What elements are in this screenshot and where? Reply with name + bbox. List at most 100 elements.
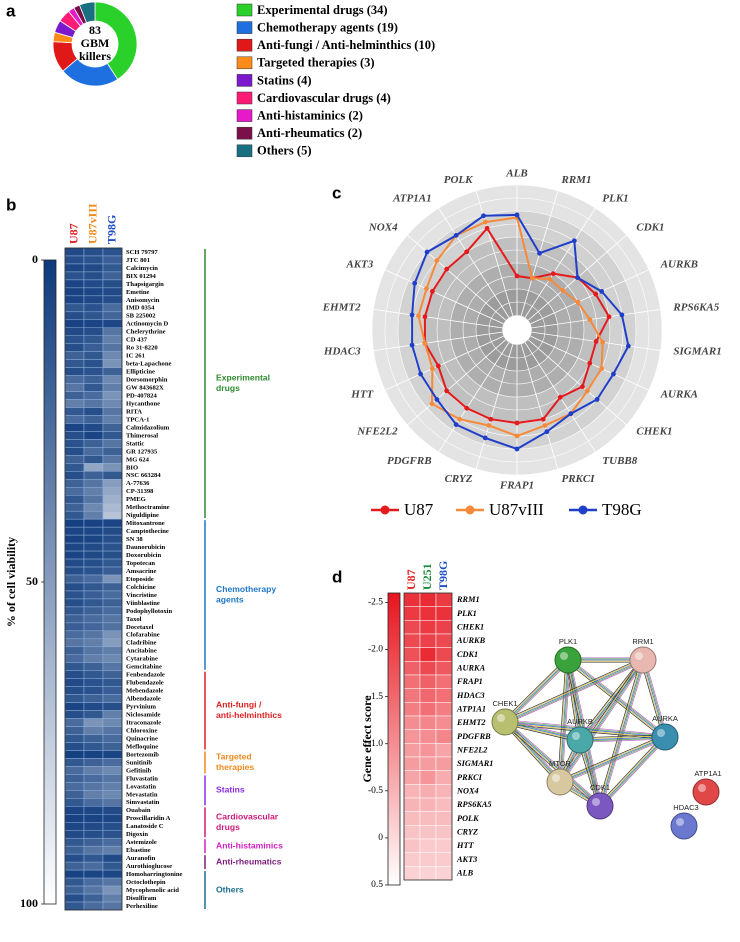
axis-label: EHMT2	[322, 301, 361, 313]
heatmap-cell	[102, 798, 123, 807]
series-marker	[575, 275, 580, 281]
row-label: Proscillaridin A	[126, 815, 171, 822]
legend-swatch	[236, 3, 253, 17]
heatmap-cell	[83, 814, 104, 823]
heatmap-cell	[83, 375, 104, 384]
network-edge	[503, 723, 559, 784]
row-label: Aurothioglucose	[126, 863, 172, 870]
heatmap-cell	[83, 566, 104, 576]
series-marker	[435, 363, 441, 369]
group-label: Statins	[216, 785, 245, 795]
node-label: CDK1	[590, 783, 610, 792]
row-label: Daunorubicin	[126, 544, 166, 551]
series-marker	[606, 314, 612, 320]
heatmap-cell	[64, 367, 85, 376]
heatmap-frame	[64, 247, 123, 911]
heatmap-cell	[64, 654, 85, 663]
heatmap-cell	[83, 806, 104, 815]
heatmap-cell	[102, 367, 123, 376]
heatmap-cell	[102, 287, 123, 297]
heatmap-cell	[64, 263, 85, 273]
series-marker	[409, 342, 415, 348]
series-marker	[540, 416, 546, 422]
heatmap-cell	[64, 726, 85, 735]
heatmap-cell	[102, 869, 123, 879]
heatmap-cell	[435, 770, 453, 785]
heatmap-cell	[64, 479, 85, 488]
heatmap-cell	[435, 743, 453, 758]
heatmap-cell	[419, 743, 437, 758]
legend-swatch	[236, 126, 253, 140]
heatmap-cell	[435, 756, 453, 771]
heatmap-frame	[403, 592, 453, 881]
node-highlight	[657, 729, 665, 737]
heatmap-cell	[419, 838, 437, 853]
heatmap-cell	[64, 742, 85, 751]
heatmap-cell	[83, 718, 104, 727]
spoke	[407, 339, 506, 426]
heatmap-cell	[64, 710, 85, 719]
row-label: IC 261	[126, 353, 145, 360]
node-label: MTOR	[549, 759, 572, 768]
row-label: PDGFRB	[457, 732, 491, 741]
heatmap-cell	[64, 694, 85, 703]
series-marker	[542, 423, 548, 428]
heatmap-cell	[64, 829, 85, 839]
heatmap-cell	[64, 502, 85, 512]
heatmap-cell	[102, 638, 123, 648]
spoke	[438, 207, 510, 318]
row-label: A-77636	[126, 480, 150, 487]
series-marker	[488, 416, 494, 422]
row-label: Actinomycin D	[126, 321, 169, 328]
series-marker	[575, 299, 581, 305]
heatmap-cell	[403, 688, 421, 703]
heatmap-cell	[83, 638, 104, 648]
row-label: Flubendazole	[126, 680, 164, 687]
network-edge	[579, 736, 666, 741]
row-label: Ebastine	[126, 847, 151, 854]
heatmap-cell	[102, 766, 123, 775]
axis-label: PRKCI	[562, 473, 596, 485]
heatmap-cell	[64, 885, 85, 895]
heatmap-cell	[64, 590, 85, 600]
heatmap-cell	[419, 866, 437, 881]
heatmap-cell	[419, 729, 437, 744]
heatmap-cell	[102, 447, 123, 456]
tick-label: 100	[20, 896, 38, 910]
heatmap-cell	[83, 263, 104, 273]
heatmap-cell	[83, 303, 104, 313]
heatmap-cell	[83, 822, 104, 831]
legend-label: Cardiovascular drugs (4)	[257, 91, 391, 105]
heatmap-cell	[64, 327, 85, 336]
row-label: GW 843682X	[126, 384, 164, 391]
spoke	[373, 331, 503, 352]
tick-label: -2.5	[368, 598, 383, 608]
heatmap-cell	[64, 255, 85, 265]
heatmap-cell	[102, 319, 123, 329]
heatmap-cell	[64, 383, 85, 392]
heatmap-cell	[102, 431, 123, 440]
heatmap-cell	[83, 654, 104, 663]
heatmap-cell	[435, 661, 453, 676]
heatmap-cell	[403, 647, 421, 662]
node-highlight	[698, 784, 706, 792]
legend-marker	[380, 505, 390, 515]
series-marker	[579, 384, 585, 390]
series-marker	[547, 276, 553, 282]
axis-label: POLK	[444, 174, 473, 186]
heatmap-cell	[403, 852, 421, 867]
legend-label: Anti-histaminics (2)	[257, 108, 363, 122]
heatmap-cell	[64, 247, 85, 257]
row-label: PLK1	[457, 609, 477, 618]
network-edge	[598, 736, 665, 806]
series-marker	[453, 232, 459, 238]
legend-swatch	[236, 56, 253, 70]
row-label: PRKCI	[457, 773, 483, 782]
row-label: AURKA	[456, 663, 486, 672]
heatmap-cell	[83, 734, 104, 743]
heatmap-cell	[83, 790, 104, 799]
heatmap-cell	[102, 806, 123, 815]
heatmap-cell	[435, 797, 453, 812]
heatmap-cell	[64, 311, 85, 321]
series-marker	[486, 423, 492, 428]
